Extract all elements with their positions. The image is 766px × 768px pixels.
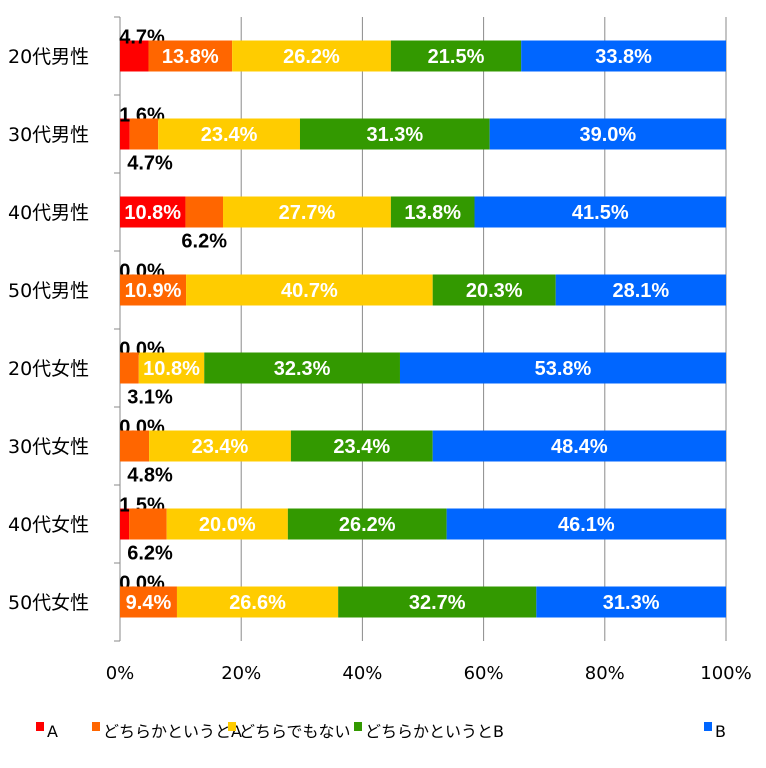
bar-segment bbox=[204, 352, 400, 384]
bar-segment bbox=[287, 508, 447, 540]
bar-segment bbox=[185, 196, 224, 228]
data-label: 41.5% bbox=[572, 202, 629, 224]
data-label: 40.7% bbox=[281, 280, 338, 302]
bar-segment bbox=[120, 430, 150, 462]
legend-label: B bbox=[715, 722, 726, 741]
data-label: 6.2% bbox=[181, 231, 227, 253]
bar-segment bbox=[299, 118, 490, 150]
data-label: 31.3% bbox=[366, 124, 423, 146]
category-label: 30代女性 bbox=[8, 436, 89, 458]
data-label: 33.8% bbox=[595, 46, 652, 68]
data-label: 10.8% bbox=[143, 358, 200, 380]
bar-segment bbox=[432, 430, 726, 462]
x-tick-label: 100% bbox=[700, 663, 751, 684]
bar-segment bbox=[120, 196, 186, 228]
data-label: 23.4% bbox=[201, 124, 258, 146]
category-label: 50代女性 bbox=[8, 592, 89, 614]
bar-segment bbox=[432, 274, 556, 306]
data-label: 6.2% bbox=[127, 543, 173, 565]
data-label: 32.3% bbox=[274, 358, 331, 380]
category-label: 30代男性 bbox=[8, 124, 89, 146]
legend-swatch bbox=[228, 722, 236, 731]
x-tick-label: 60% bbox=[464, 663, 504, 684]
bar-segment bbox=[390, 196, 475, 228]
legend-label: どちらでもない bbox=[239, 722, 351, 741]
bar-segment bbox=[138, 352, 205, 384]
data-label: 27.7% bbox=[279, 202, 336, 224]
data-label: 23.4% bbox=[192, 436, 249, 458]
data-label: 3.1% bbox=[127, 387, 173, 409]
bar-segment bbox=[521, 40, 726, 72]
x-tick-label: 80% bbox=[585, 663, 625, 684]
bar-segment bbox=[120, 508, 130, 540]
bar-segment bbox=[149, 430, 291, 462]
bar-segment bbox=[148, 40, 233, 72]
bar-segment bbox=[232, 40, 391, 72]
bar-segment bbox=[536, 586, 726, 618]
bar-segment bbox=[390, 40, 522, 72]
legend-label: どちらかというとA bbox=[103, 722, 242, 741]
data-label: 26.2% bbox=[339, 514, 396, 536]
legend-swatch bbox=[354, 722, 362, 731]
bar-segment bbox=[120, 40, 149, 72]
bar-segment bbox=[120, 352, 139, 384]
data-label: 13.8% bbox=[404, 202, 461, 224]
data-label: 26.2% bbox=[283, 46, 340, 68]
data-label: 53.8% bbox=[535, 358, 592, 380]
bar-segment bbox=[176, 586, 339, 618]
bar-segment bbox=[186, 274, 433, 306]
data-label: 26.6% bbox=[229, 592, 286, 614]
category-label: 40代女性 bbox=[8, 514, 89, 536]
data-label: 10.8% bbox=[124, 202, 181, 224]
bar-segment bbox=[489, 118, 726, 150]
data-label: 20.3% bbox=[466, 280, 523, 302]
data-label: 13.8% bbox=[162, 46, 219, 68]
data-label: 32.7% bbox=[409, 592, 466, 614]
bar-segment bbox=[129, 118, 159, 150]
category-label: 50代男性 bbox=[8, 280, 89, 302]
data-label: 4.7% bbox=[127, 153, 173, 175]
data-label: 48.4% bbox=[551, 436, 608, 458]
data-label: 28.1% bbox=[612, 280, 669, 302]
x-tick-label: 0% bbox=[106, 663, 135, 684]
legend-swatch bbox=[92, 722, 100, 731]
data-label: 31.3% bbox=[603, 592, 660, 614]
bar-segment bbox=[399, 352, 726, 384]
x-tick-label: 20% bbox=[221, 663, 261, 684]
category-label: 20代男性 bbox=[8, 46, 89, 68]
bar-segment bbox=[166, 508, 288, 540]
bar-segment bbox=[120, 118, 130, 150]
bar-segment bbox=[120, 586, 177, 618]
data-label: 10.9% bbox=[125, 280, 182, 302]
bar-segment bbox=[129, 508, 167, 540]
bar-segment bbox=[555, 274, 726, 306]
bar-segment bbox=[474, 196, 726, 228]
data-label: 4.8% bbox=[127, 465, 173, 487]
legend-label: どちらかというとB bbox=[365, 722, 504, 741]
data-label: 21.5% bbox=[428, 46, 485, 68]
bar-segment bbox=[290, 430, 433, 462]
data-label: 23.4% bbox=[333, 436, 390, 458]
bar-segment bbox=[120, 274, 187, 306]
data-label: 39.0% bbox=[579, 124, 636, 146]
category-label: 20代女性 bbox=[8, 358, 89, 380]
data-label: 9.4% bbox=[126, 592, 172, 614]
legend-swatch bbox=[36, 722, 44, 731]
bar-segment bbox=[158, 118, 300, 150]
x-tick-label: 40% bbox=[342, 663, 382, 684]
data-label: 20.0% bbox=[199, 514, 256, 536]
bar-segment bbox=[338, 586, 537, 618]
legend-label: A bbox=[47, 722, 58, 741]
bar-segment bbox=[446, 508, 726, 540]
legend-swatch bbox=[704, 722, 712, 731]
category-label: 40代男性 bbox=[8, 202, 89, 224]
bar-segment bbox=[223, 196, 391, 228]
data-label: 46.1% bbox=[558, 514, 615, 536]
